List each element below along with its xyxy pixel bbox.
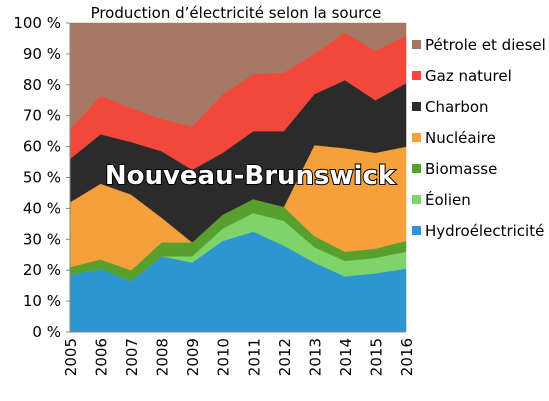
y-tick-label: 70 % (23, 107, 61, 125)
y-tick-label: 0 % (32, 323, 61, 341)
legend-swatch (412, 164, 421, 173)
y-tick-label: 80 % (23, 76, 61, 94)
x-tick-label: 2016 (398, 338, 416, 376)
x-tick-label: 2014 (337, 338, 355, 376)
y-tick-label: 10 % (23, 292, 61, 310)
x-tick-label: 2006 (93, 338, 111, 376)
legend: Pétrole et diesel Gaz naturel Charbon Nuclé… (412, 36, 546, 240)
y-tick-label: 60 % (23, 138, 61, 156)
x-tick-label: 2013 (306, 338, 324, 376)
x-tick-label: 2008 (154, 338, 172, 376)
x-tick-label: 2011 (245, 338, 263, 376)
y-tick-label: 40 % (23, 199, 61, 217)
legend-label: Pétrole et diesel (425, 36, 546, 54)
y-tick-label: 100 % (13, 14, 61, 32)
y-tick-label: 30 % (23, 230, 61, 248)
legend-label: Biomasse (425, 160, 497, 178)
x-tick-label: 2005 (62, 338, 80, 376)
legend-swatch (412, 195, 421, 204)
chart-title: Production d’électricité selon la source (91, 4, 382, 22)
y-tick-labels: 0 % 10 % 20 % 30 % 40 % 50 % 60 % 70 % 80 % 90 % 1… (13, 14, 70, 341)
y-tick-label: 90 % (23, 45, 61, 63)
y-tick-label: 50 % (23, 169, 61, 187)
legend-swatch (412, 133, 421, 142)
x-tick-label: 2012 (276, 338, 294, 376)
legend-swatch (412, 71, 421, 80)
x-tick-label: 2007 (123, 338, 141, 376)
x-tick-label: 2010 (215, 338, 233, 376)
x-tick-labels: 2005 2006 2007 2008 2009 2010 2011 2012 2013 2014… (62, 338, 416, 376)
x-tick-label: 2015 (367, 338, 385, 376)
legend-swatch (412, 102, 421, 111)
legend-swatch (412, 226, 421, 235)
area-layers (69, 22, 407, 333)
area-series-6 (69, 22, 407, 131)
legend-label: Éolien (425, 190, 471, 209)
region-annotation: Nouveau-Brunswick (105, 161, 396, 191)
legend-label: Gaz naturel (425, 67, 512, 85)
legend-label: Charbon (425, 98, 489, 116)
legend-label: Hydroélectricité (425, 222, 544, 240)
legend-label: Nucléaire (425, 129, 496, 147)
legend-swatch (412, 40, 421, 49)
x-tick-label: 2009 (184, 338, 202, 376)
y-tick-label: 20 % (23, 261, 61, 279)
